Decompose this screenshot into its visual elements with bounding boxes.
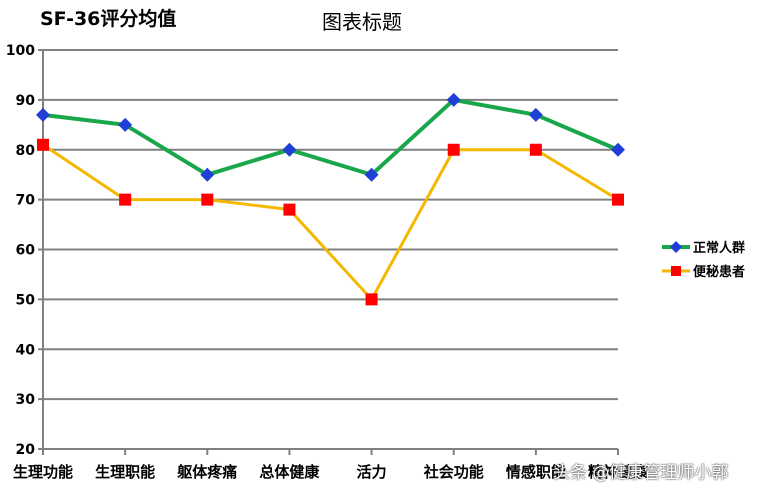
square-marker (283, 203, 296, 216)
gridlines (38, 49, 618, 450)
square-marker (201, 193, 214, 206)
legend-label: 正常人群 (693, 240, 745, 256)
x-tick-label: 躯体疼痛 (176, 463, 237, 481)
square-marker (447, 143, 460, 156)
series-line (42, 143, 619, 302)
legend-label: 便秘患者 (693, 264, 745, 280)
x-tick-label: 总体健康 (259, 463, 320, 481)
x-tick-label: 情感职能 (506, 463, 566, 481)
diamond-marker (282, 142, 297, 157)
y-tick-label: 20 (16, 442, 36, 458)
diamond-marker (528, 107, 543, 122)
diamond-marker (364, 167, 379, 182)
y-tick-label: 60 (16, 243, 36, 259)
y-tick-label: 40 (16, 342, 36, 358)
x-tick-label: 生理职能 (95, 463, 155, 481)
square-marker (365, 293, 378, 306)
y-tick-label: 80 (16, 143, 36, 159)
y-tick-label: 50 (16, 292, 36, 308)
diamond-marker (200, 167, 215, 182)
chart-title: 图表标题 (322, 10, 402, 34)
series-lines (36, 92, 625, 306)
diamond-marker (118, 117, 133, 132)
y-tick-label: 30 (16, 392, 36, 408)
diamond-marker (611, 142, 625, 157)
y-tick-label: 90 (16, 93, 36, 109)
square-marker (119, 193, 132, 206)
y-tick-label: 100 (6, 43, 35, 59)
series-line (42, 97, 619, 177)
legend-square-icon (671, 266, 681, 276)
square-marker (37, 138, 49, 151)
x-tick-label: 生理功能 (13, 463, 73, 481)
x-tick-label: 社会功能 (423, 463, 484, 481)
corner-title: SF-36评分均值 (40, 8, 177, 30)
watermark: 头条 @健康管理师小郭 (553, 463, 729, 483)
diamond-marker (36, 107, 50, 122)
legend-diamond-icon (670, 241, 682, 253)
x-tick-label: 活力 (357, 463, 387, 481)
y-tick-label: 70 (16, 193, 36, 209)
square-marker (529, 143, 542, 156)
x-tick-label: 精神健康 (588, 463, 649, 481)
axes: 20 30 40 50 60 70 80 90 100 生理功能 生理职能 躯体疼痛 总体健康 活力 社会功… (6, 43, 649, 481)
square-marker (612, 193, 624, 206)
diamond-marker (446, 92, 461, 107)
